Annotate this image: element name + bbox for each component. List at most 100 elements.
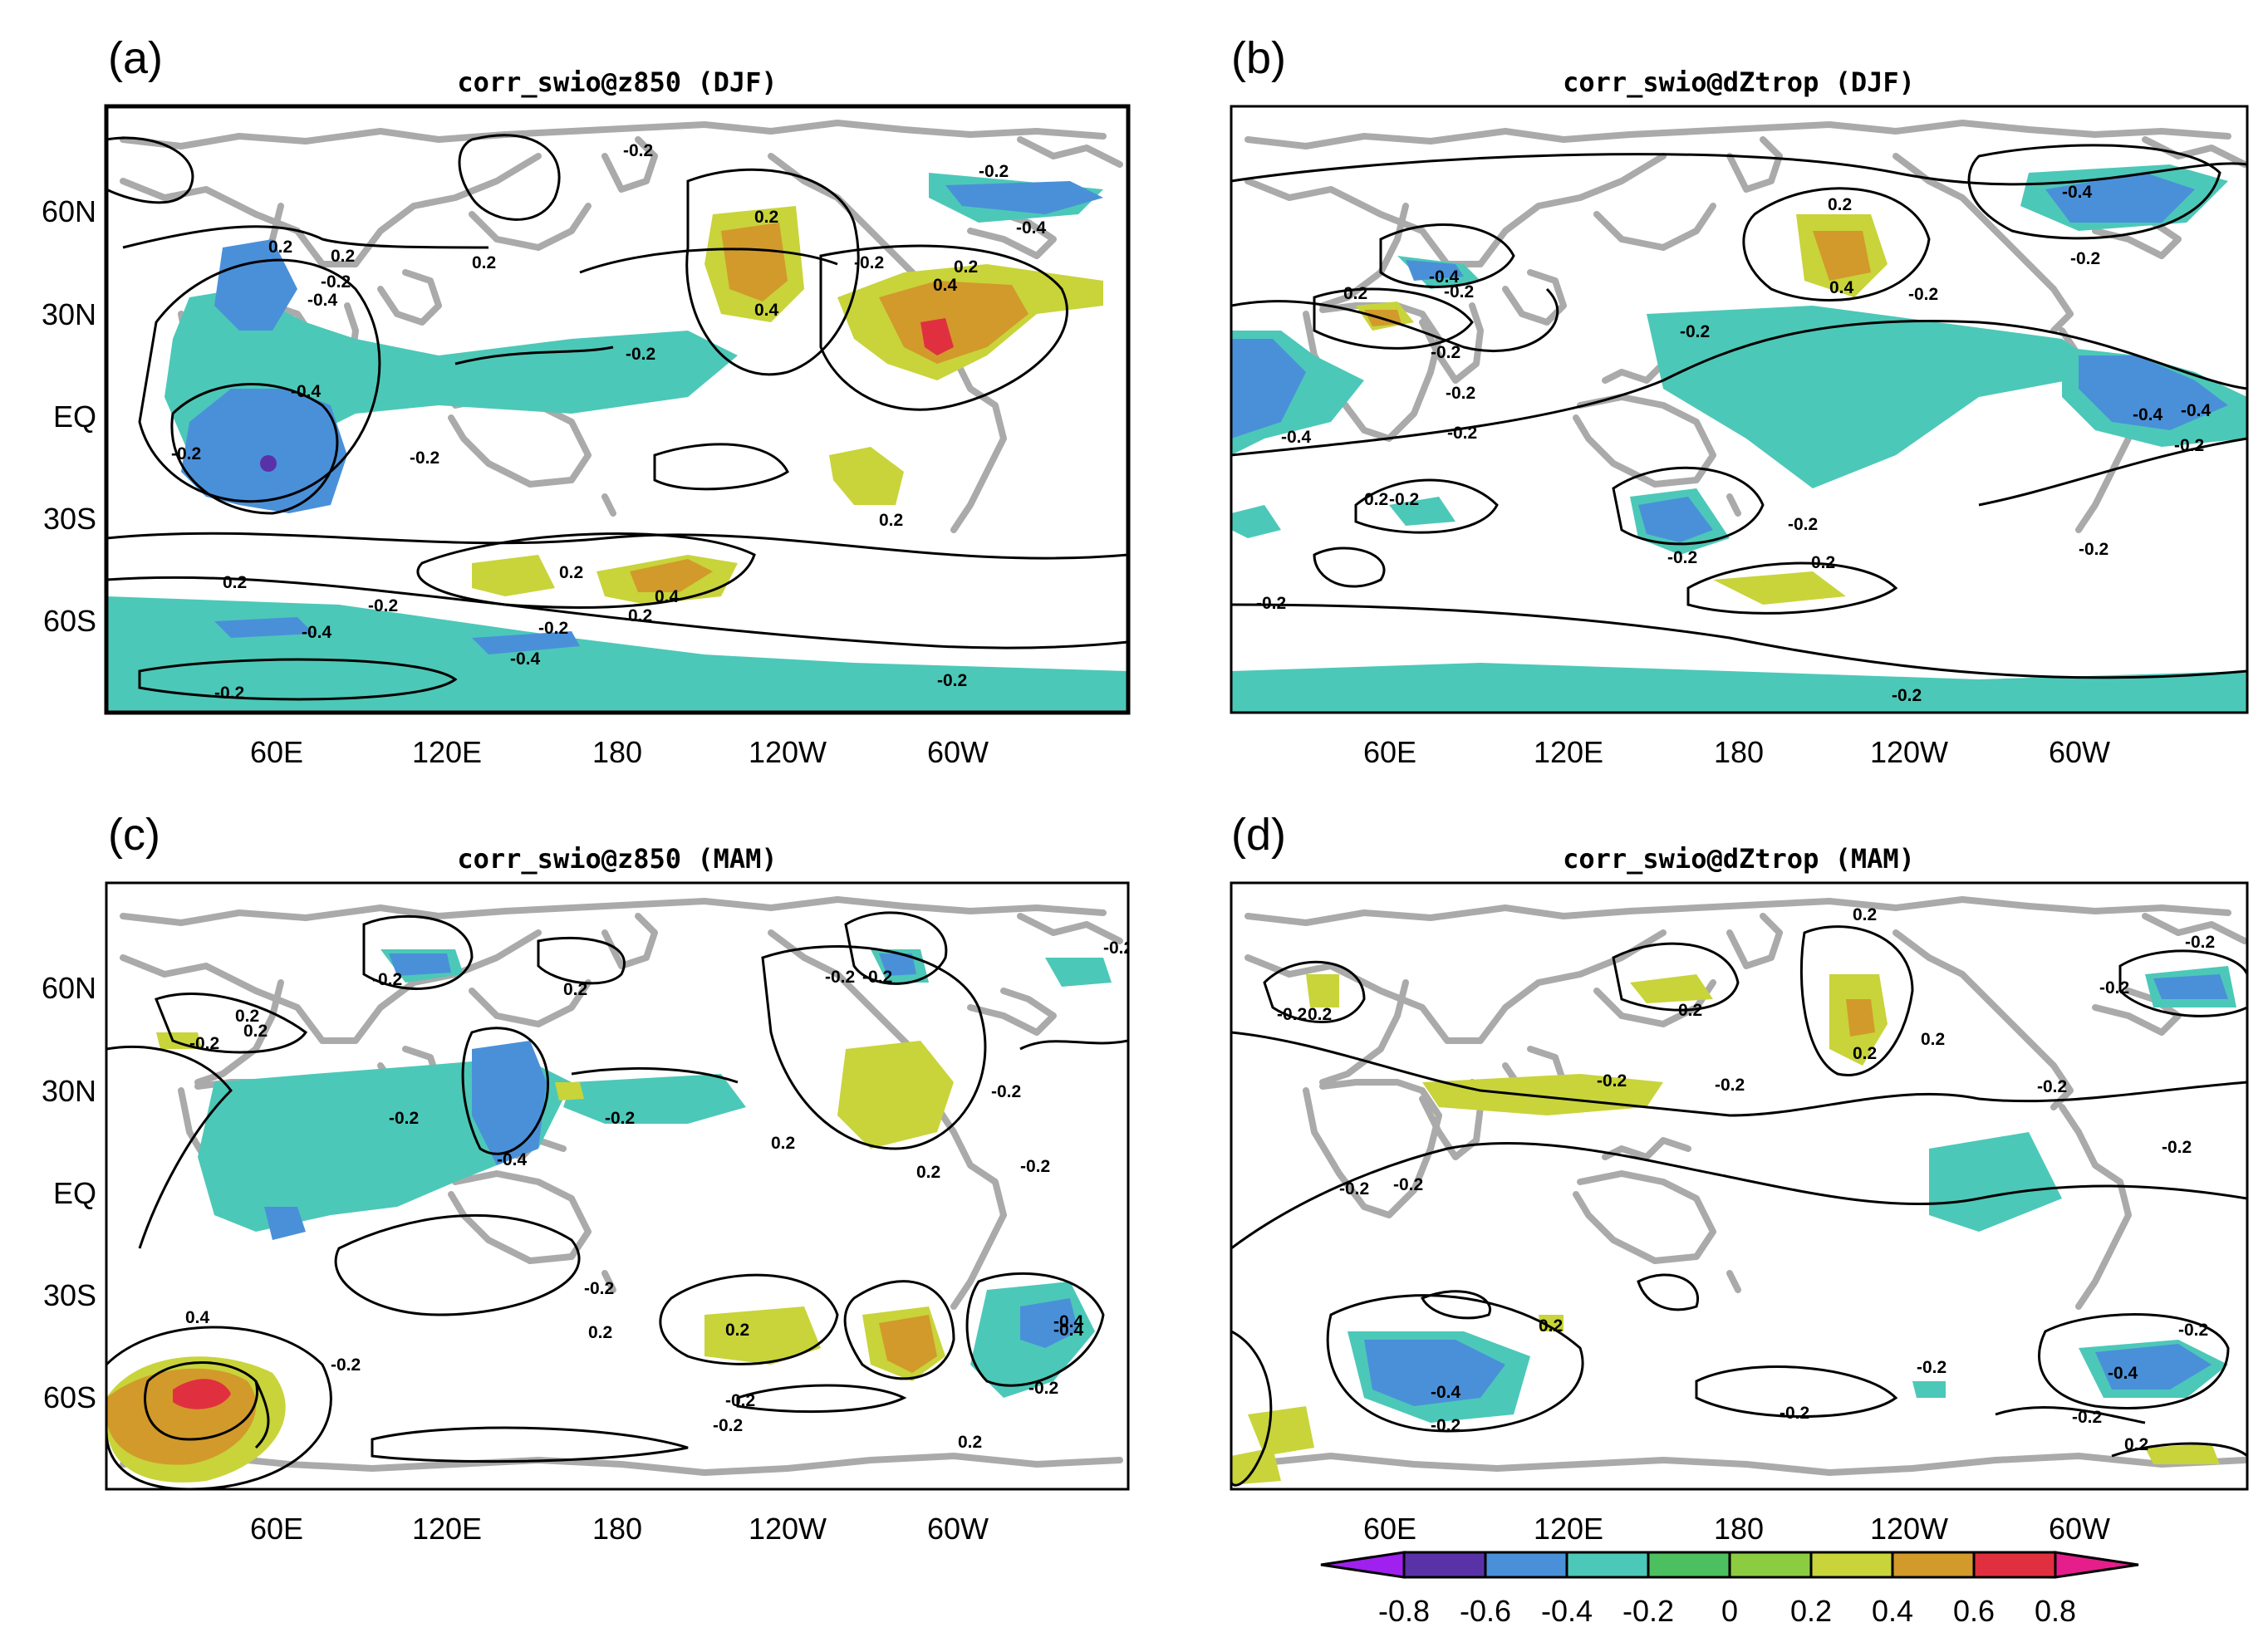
panel-b-shade-atlantic-core: [2079, 355, 2228, 430]
panel-b-contour: [1612, 466, 1765, 546]
panel-d-contour-label: -0.2: [1715, 1076, 1745, 1095]
panel-c-contour-label: -0.2: [331, 1355, 361, 1375]
panel-d-contour-label: -0.2: [1780, 1404, 1809, 1423]
panel-c-contour: [106, 1326, 332, 1489]
panel-c-contour-label: 0.2: [235, 1007, 259, 1026]
panel-d-map-content: -0.2 0.2 0.2 0.2 -0.2 -0.2 0.2 0.2 -0.2 …: [1231, 899, 2247, 1487]
panel-b-map-content: -0.2 -0.4 -0.2 0.2 0.4 -0.4 -0.2 0.2 -0.…: [1231, 123, 2247, 713]
panel-a-shade-ant1: [214, 617, 314, 638]
panel-a-shade-so-core: [630, 559, 713, 592]
panel-d: (d) corr_swio@dZtrop (MAM): [1230, 810, 2249, 1546]
panel-c-contour-label: 0.2: [771, 1134, 795, 1153]
panel-b-contour-label: -0.2: [1680, 322, 1710, 341]
panel-c-contour-label: -0.2: [1028, 1379, 1058, 1398]
panel-c-contour-label: -0.2: [584, 1279, 614, 1298]
panel-c-shade-atlantic: [1045, 958, 1112, 987]
panel-b-shade-pacific: [1647, 306, 2112, 488]
panel-c-contour: [144, 1361, 258, 1441]
panel-a-shade-greenland: [945, 181, 1103, 214]
panel-d-shade-atlantic-n-core: [2153, 974, 2228, 999]
panel-c-xtick: 120E: [412, 1512, 482, 1546]
panel-b-title: corr_swio@dZtrop (DJF): [1563, 66, 1915, 98]
panel-d-shade-s-indian-core: [1364, 1340, 1505, 1406]
panel-b-contour-label: -0.2: [1788, 515, 1818, 534]
panel-d-contour-label: 0.2: [1921, 1030, 1945, 1049]
panel-b-contour: [1231, 287, 1559, 352]
colorbar-label: -0.6: [1460, 1594, 1511, 1628]
colorbar-label: 0.6: [1953, 1594, 1995, 1628]
panel-d-contour: [2038, 1313, 2230, 1409]
panel-d-shade-asia: [1422, 1074, 1663, 1115]
panel-c-ytick: 30S: [43, 1278, 96, 1312]
panel-b-contour-label: 0.4: [1829, 278, 1854, 297]
panel-b-contour: [1231, 153, 2247, 186]
panel-a-contour: [106, 532, 1128, 560]
panel-d-contour: [1695, 1365, 1898, 1418]
panel-a-contour-label: -0.4: [291, 382, 322, 401]
colorbar-bin: [1809, 1551, 1894, 1579]
panel-b-contour-label: -0.4: [1281, 428, 1312, 447]
panel-c-shade-sw-indian-peak: [173, 1379, 231, 1409]
panel-a-ytick: 30N: [42, 297, 96, 331]
panel-b-xtick: 180: [1714, 735, 1764, 769]
panel-c-shade-s-atlantic-core: [1020, 1298, 1078, 1348]
panel-b-shade-spac: [1713, 571, 1846, 605]
panel-a-contour: [138, 658, 458, 701]
panel-a-y-axis: 60N 30N EQ 30S 60S: [42, 194, 96, 638]
panel-a-xtick: 60E: [250, 735, 303, 769]
panel-a-contour: [579, 248, 838, 274]
panel-a-ytick: 60N: [42, 194, 96, 228]
panel-c-ytick: 60S: [43, 1380, 96, 1414]
panel-a-shade-namerica-peak: [920, 318, 954, 355]
panel-a-contour-label: 0.4: [655, 587, 680, 606]
panel-b-shade-indian-s: [1389, 497, 1456, 526]
panel-b-contour: [1978, 437, 2247, 507]
panel-c-y-axis: 60N 30N EQ 30S 60S: [42, 971, 96, 1414]
colorbar-label: -0.8: [1378, 1594, 1430, 1628]
panel-c-contour: [965, 1272, 1105, 1387]
colorbar-upper-triangle: [2054, 1551, 2139, 1579]
panel-a-frame: [104, 104, 1131, 715]
panel-b-contour-label: 0.2: [1828, 195, 1852, 214]
panel-c-contour-label: 0.2: [588, 1323, 612, 1342]
panel-d-xtick: 120E: [1534, 1512, 1603, 1546]
panel-a-contour-label: -0.2: [979, 162, 1009, 181]
panel-c-contour: [761, 945, 987, 1150]
panel-d-xtick: 180: [1714, 1512, 1764, 1546]
colorbar-label: 0.8: [2035, 1594, 2076, 1628]
colorbar-bin: [1402, 1551, 1487, 1579]
panel-a-contour: [138, 258, 381, 503]
panel-c-contour: [106, 1046, 233, 1249]
panel-c-contour: [254, 1380, 270, 1449]
panel-d-contour: [1637, 1273, 1699, 1311]
panel-d-contour-label: 0.2: [2124, 1435, 2148, 1454]
panel-c-contour: [155, 993, 308, 1054]
panel-c-contour-label: 0.2: [958, 1433, 982, 1452]
panel-c-shade-usa: [837, 1041, 954, 1149]
panel-b-contour-label: -0.2: [1667, 548, 1697, 567]
panel-a-contour: [106, 576, 1128, 649]
panel-a: (a) corr_swio@z850 (DJF): [42, 33, 1131, 769]
panel-c-title: corr_swio@z850 (MAM): [457, 843, 777, 875]
panel-b-contour-label: -0.2: [1256, 594, 1286, 613]
panel-d-contour-label: 0.2: [1678, 1001, 1702, 1020]
colorbar-bin: [1972, 1551, 2057, 1579]
panel-c-contour: [371, 1426, 689, 1463]
panel-b-contour-label: 0.2: [1811, 553, 1835, 572]
panel-c-ytick: 30N: [42, 1074, 96, 1108]
panel-a-contour: [170, 383, 339, 515]
panel-a-map-content: 0.2 0.2 0.2 -0.2 -0.4 -0.4 -0.2 -0.2 -0.…: [106, 123, 1128, 713]
colorbar-bin: [1891, 1551, 1976, 1579]
panel-d-shade-aus: [1539, 1315, 1564, 1331]
panel-c-contour: [461, 1027, 549, 1155]
panel-a-contour-label: -0.2: [854, 253, 884, 272]
panel-c-frame: [105, 881, 1130, 1491]
panel-a-contour-label: -0.4: [1016, 218, 1047, 238]
panel-a-shade-ant2: [472, 631, 580, 654]
panel-d-contour: [2111, 1442, 2247, 1458]
panel-b-contour-label: -0.2: [1892, 686, 1922, 705]
panel-b-contour: [1967, 144, 2221, 240]
colorbar-bin: [1565, 1551, 1650, 1579]
colorbar-bin: [1647, 1551, 1731, 1579]
panel-c-contour-label: 0.2: [243, 1022, 268, 1041]
